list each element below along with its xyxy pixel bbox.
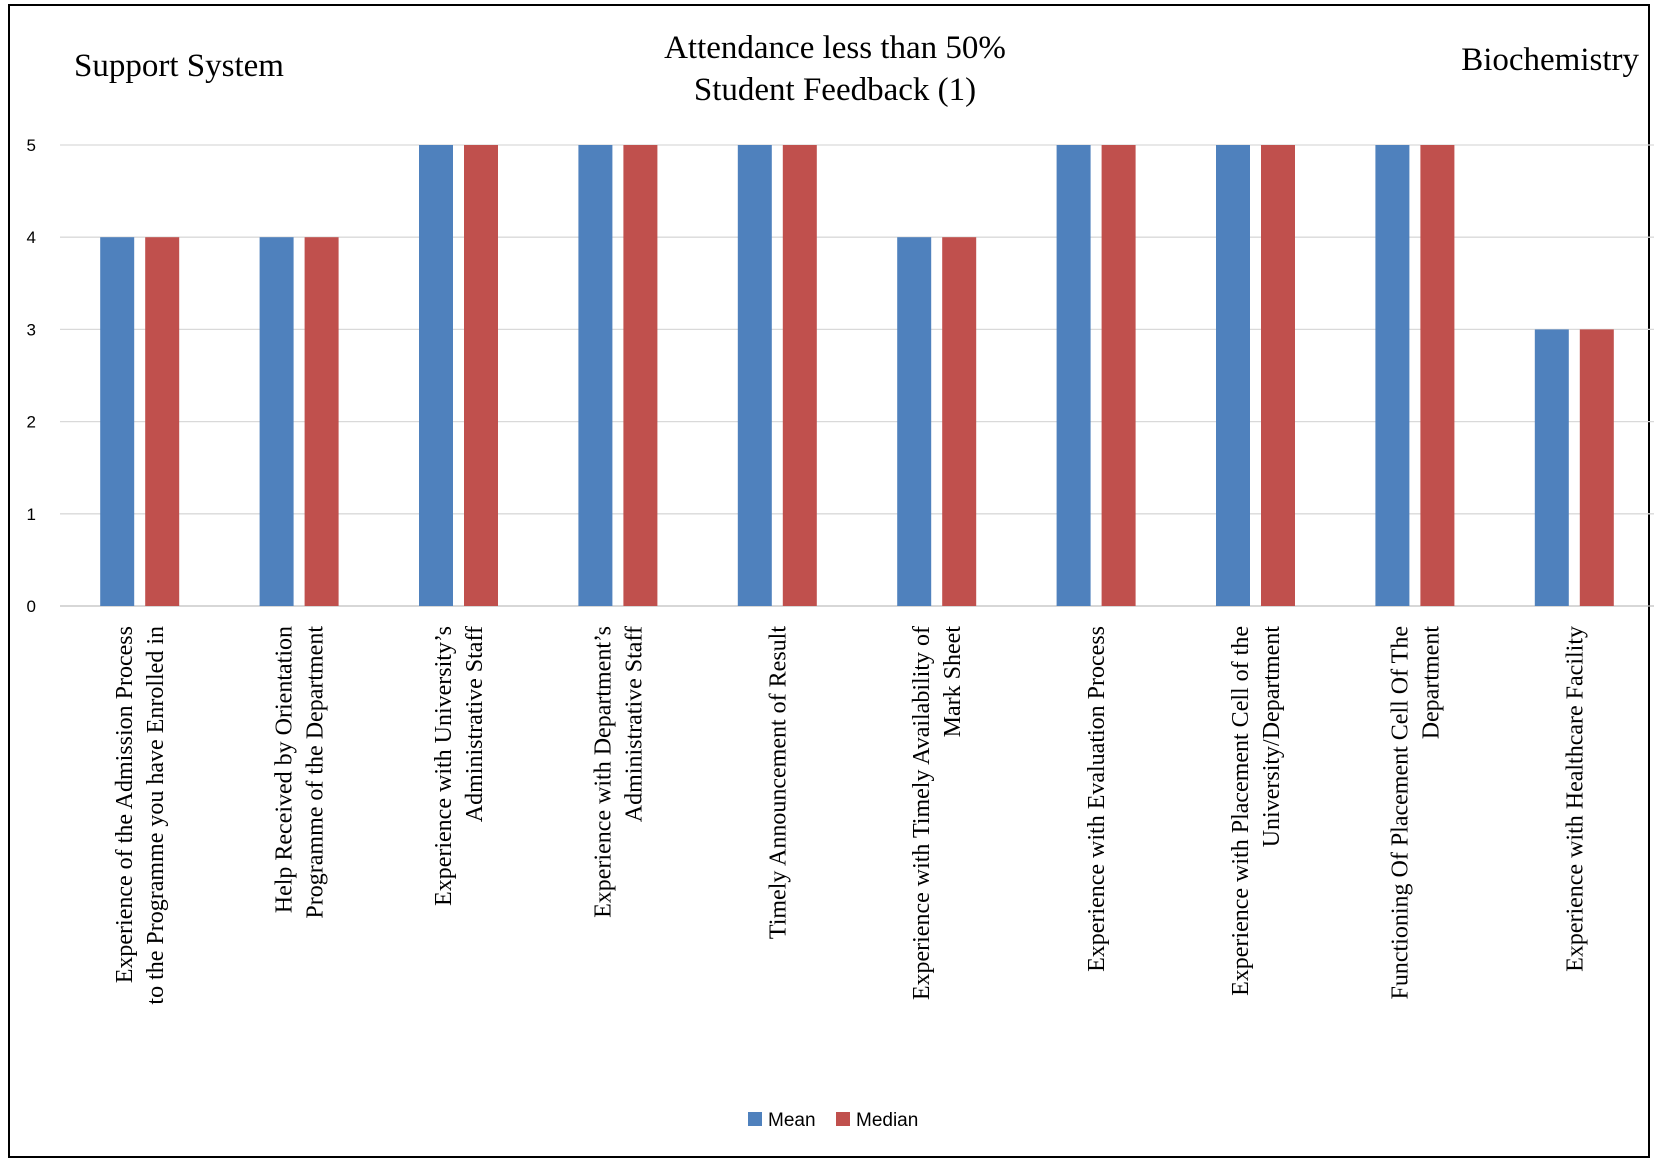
x-category-label-line: Programme of the Department xyxy=(303,626,329,919)
x-category-label-line: Experience with Evaluation Process xyxy=(1084,626,1110,972)
bar-median xyxy=(145,237,180,606)
x-category-label-line: Administrative Staff xyxy=(462,626,488,822)
x-category-label-line: Experience with Department’s xyxy=(590,626,616,918)
bar-mean xyxy=(1056,145,1091,606)
bar-mean xyxy=(100,237,135,606)
x-category-label: Functioning Of Placement Cell Of The Depa… xyxy=(1387,626,1444,1000)
x-category-label: Experience with Placement Cell of the Uni… xyxy=(1228,626,1285,996)
x-category-label-line: University/Department xyxy=(1259,626,1285,848)
legend-label-mean: Mean xyxy=(768,1110,816,1131)
bar-mean xyxy=(737,145,772,606)
x-category-label-line: Timely Announcement of Result xyxy=(765,626,791,939)
x-category-label: Experience with Evaluation Process xyxy=(1084,626,1110,972)
bar-mean xyxy=(578,145,613,606)
x-category-label-line: Functioning Of Placement Cell Of The xyxy=(1387,626,1413,1000)
x-category-label: Experience with Healthcare Facility xyxy=(1562,626,1588,972)
x-category-label-line: to the Programme you have Enrolled in xyxy=(143,626,169,1005)
x-category-label: Experience of the Admission Process to th… xyxy=(112,626,169,1005)
bar-median xyxy=(1261,145,1295,606)
x-category-label: Timely Announcement of Result xyxy=(765,626,791,939)
chart-left-heading: Support System xyxy=(74,48,284,84)
x-category-label: Experience with Timely Availability of Ma… xyxy=(909,626,966,1000)
bar-median xyxy=(1101,145,1136,606)
bar-median xyxy=(464,145,498,606)
x-category-label-line: Department xyxy=(1418,626,1444,740)
legend-label-median: Median xyxy=(856,1110,918,1131)
x-category-label-line: Help Received by Orientation xyxy=(272,626,298,913)
bar-mean xyxy=(1534,329,1569,606)
bar-mean xyxy=(259,237,294,606)
x-category-label-line: Experience with Placement Cell of the xyxy=(1228,626,1254,996)
x-category-label-line: Mark Sheet xyxy=(940,626,966,738)
legend-swatch-mean xyxy=(748,1112,762,1126)
x-category-label-line: Experience with University’s xyxy=(431,626,457,906)
x-category-label-line: Experience with Healthcare Facility xyxy=(1562,626,1588,972)
y-tick-label: 5 xyxy=(27,136,36,155)
y-tick-label: 1 xyxy=(27,505,36,524)
y-tick-label: 0 xyxy=(27,597,36,616)
x-category-label: Experience with Department’s Administrati… xyxy=(590,626,647,918)
y-tick-label: 4 xyxy=(27,228,36,247)
x-category-label-line: Experience of the Admission Process xyxy=(112,626,138,983)
y-tick-label: 2 xyxy=(27,413,36,432)
chart-title-line-2: Student Feedback (1) xyxy=(693,72,977,108)
chart-right-heading: Biochemistry xyxy=(1461,42,1639,78)
bar-median xyxy=(1579,329,1614,606)
x-category-label-line: Experience with Timely Availability of xyxy=(909,626,935,1000)
y-tick-label: 3 xyxy=(27,320,36,339)
bar-mean xyxy=(1216,145,1250,606)
x-category-label: Experience with University’s Administrati… xyxy=(431,626,488,906)
bar-median xyxy=(942,237,977,606)
legend-swatch-median xyxy=(836,1112,850,1126)
bar-median xyxy=(304,237,339,606)
chart-title-line-1: Attendance less than 50% xyxy=(664,30,1006,66)
bar-median xyxy=(1420,145,1455,606)
bar-mean xyxy=(1375,145,1410,606)
bar-median xyxy=(782,145,817,606)
bar-mean xyxy=(897,237,932,606)
bar-median xyxy=(623,145,658,606)
bar-mean xyxy=(419,145,453,606)
x-category-label: Help Received by Orientation Programme of… xyxy=(272,626,329,919)
x-category-label-line: Administrative Staff xyxy=(621,626,647,822)
